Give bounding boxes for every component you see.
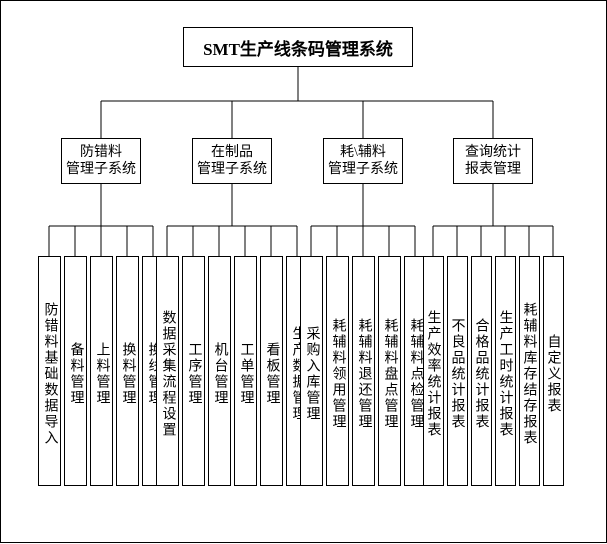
leaf-node-a-1: 备料管理 bbox=[64, 256, 87, 486]
leaf-node-d-5: 自定义报表 bbox=[543, 256, 564, 486]
leaf-node-b-1: 工序管理 bbox=[182, 256, 205, 486]
leaf-node-d-4: 耗辅料库存结存报表 bbox=[519, 256, 540, 486]
leaf-node-c-1: 耗辅料领用管理 bbox=[326, 256, 349, 486]
leaf-node-a-3: 换料管理 bbox=[116, 256, 139, 486]
leaf-node-d-3: 生产工时统计报表 bbox=[495, 256, 516, 486]
leaf-node-b-0: 数据采集流程设置 bbox=[156, 256, 179, 486]
leaf-node-a-0: 防错料基础数据导入 bbox=[38, 256, 61, 486]
leaf-node-a-2: 上料管理 bbox=[90, 256, 113, 486]
subsystem-node-d: 查询统计 报表管理 bbox=[453, 138, 533, 184]
root-node: SMT生产线条码管理系统 bbox=[183, 27, 413, 67]
leaf-node-c-2: 耗辅料退还管理 bbox=[352, 256, 375, 486]
leaf-node-b-2: 机台管理 bbox=[208, 256, 231, 486]
leaf-node-d-0: 生产效率统计报表 bbox=[423, 256, 444, 486]
leaf-node-b-3: 工单管理 bbox=[234, 256, 257, 486]
subsystem-node-b: 在制品 管理子系统 bbox=[192, 138, 272, 184]
subsystem-node-c: 耗\辅料 管理子系统 bbox=[323, 138, 403, 184]
org-chart-canvas: SMT生产线条码管理系统 防错料 管理子系统防错料基础数据导入备料管理上料管理换… bbox=[0, 0, 607, 543]
subsystem-node-a: 防错料 管理子系统 bbox=[61, 138, 141, 184]
leaf-node-c-0: 采购入库管理 bbox=[300, 256, 323, 486]
leaf-node-d-2: 合格品统计报表 bbox=[471, 256, 492, 486]
leaf-node-d-1: 不良品统计报表 bbox=[447, 256, 468, 486]
leaf-node-b-4: 看板管理 bbox=[260, 256, 283, 486]
leaf-node-c-3: 耗辅料盘点管理 bbox=[378, 256, 401, 486]
